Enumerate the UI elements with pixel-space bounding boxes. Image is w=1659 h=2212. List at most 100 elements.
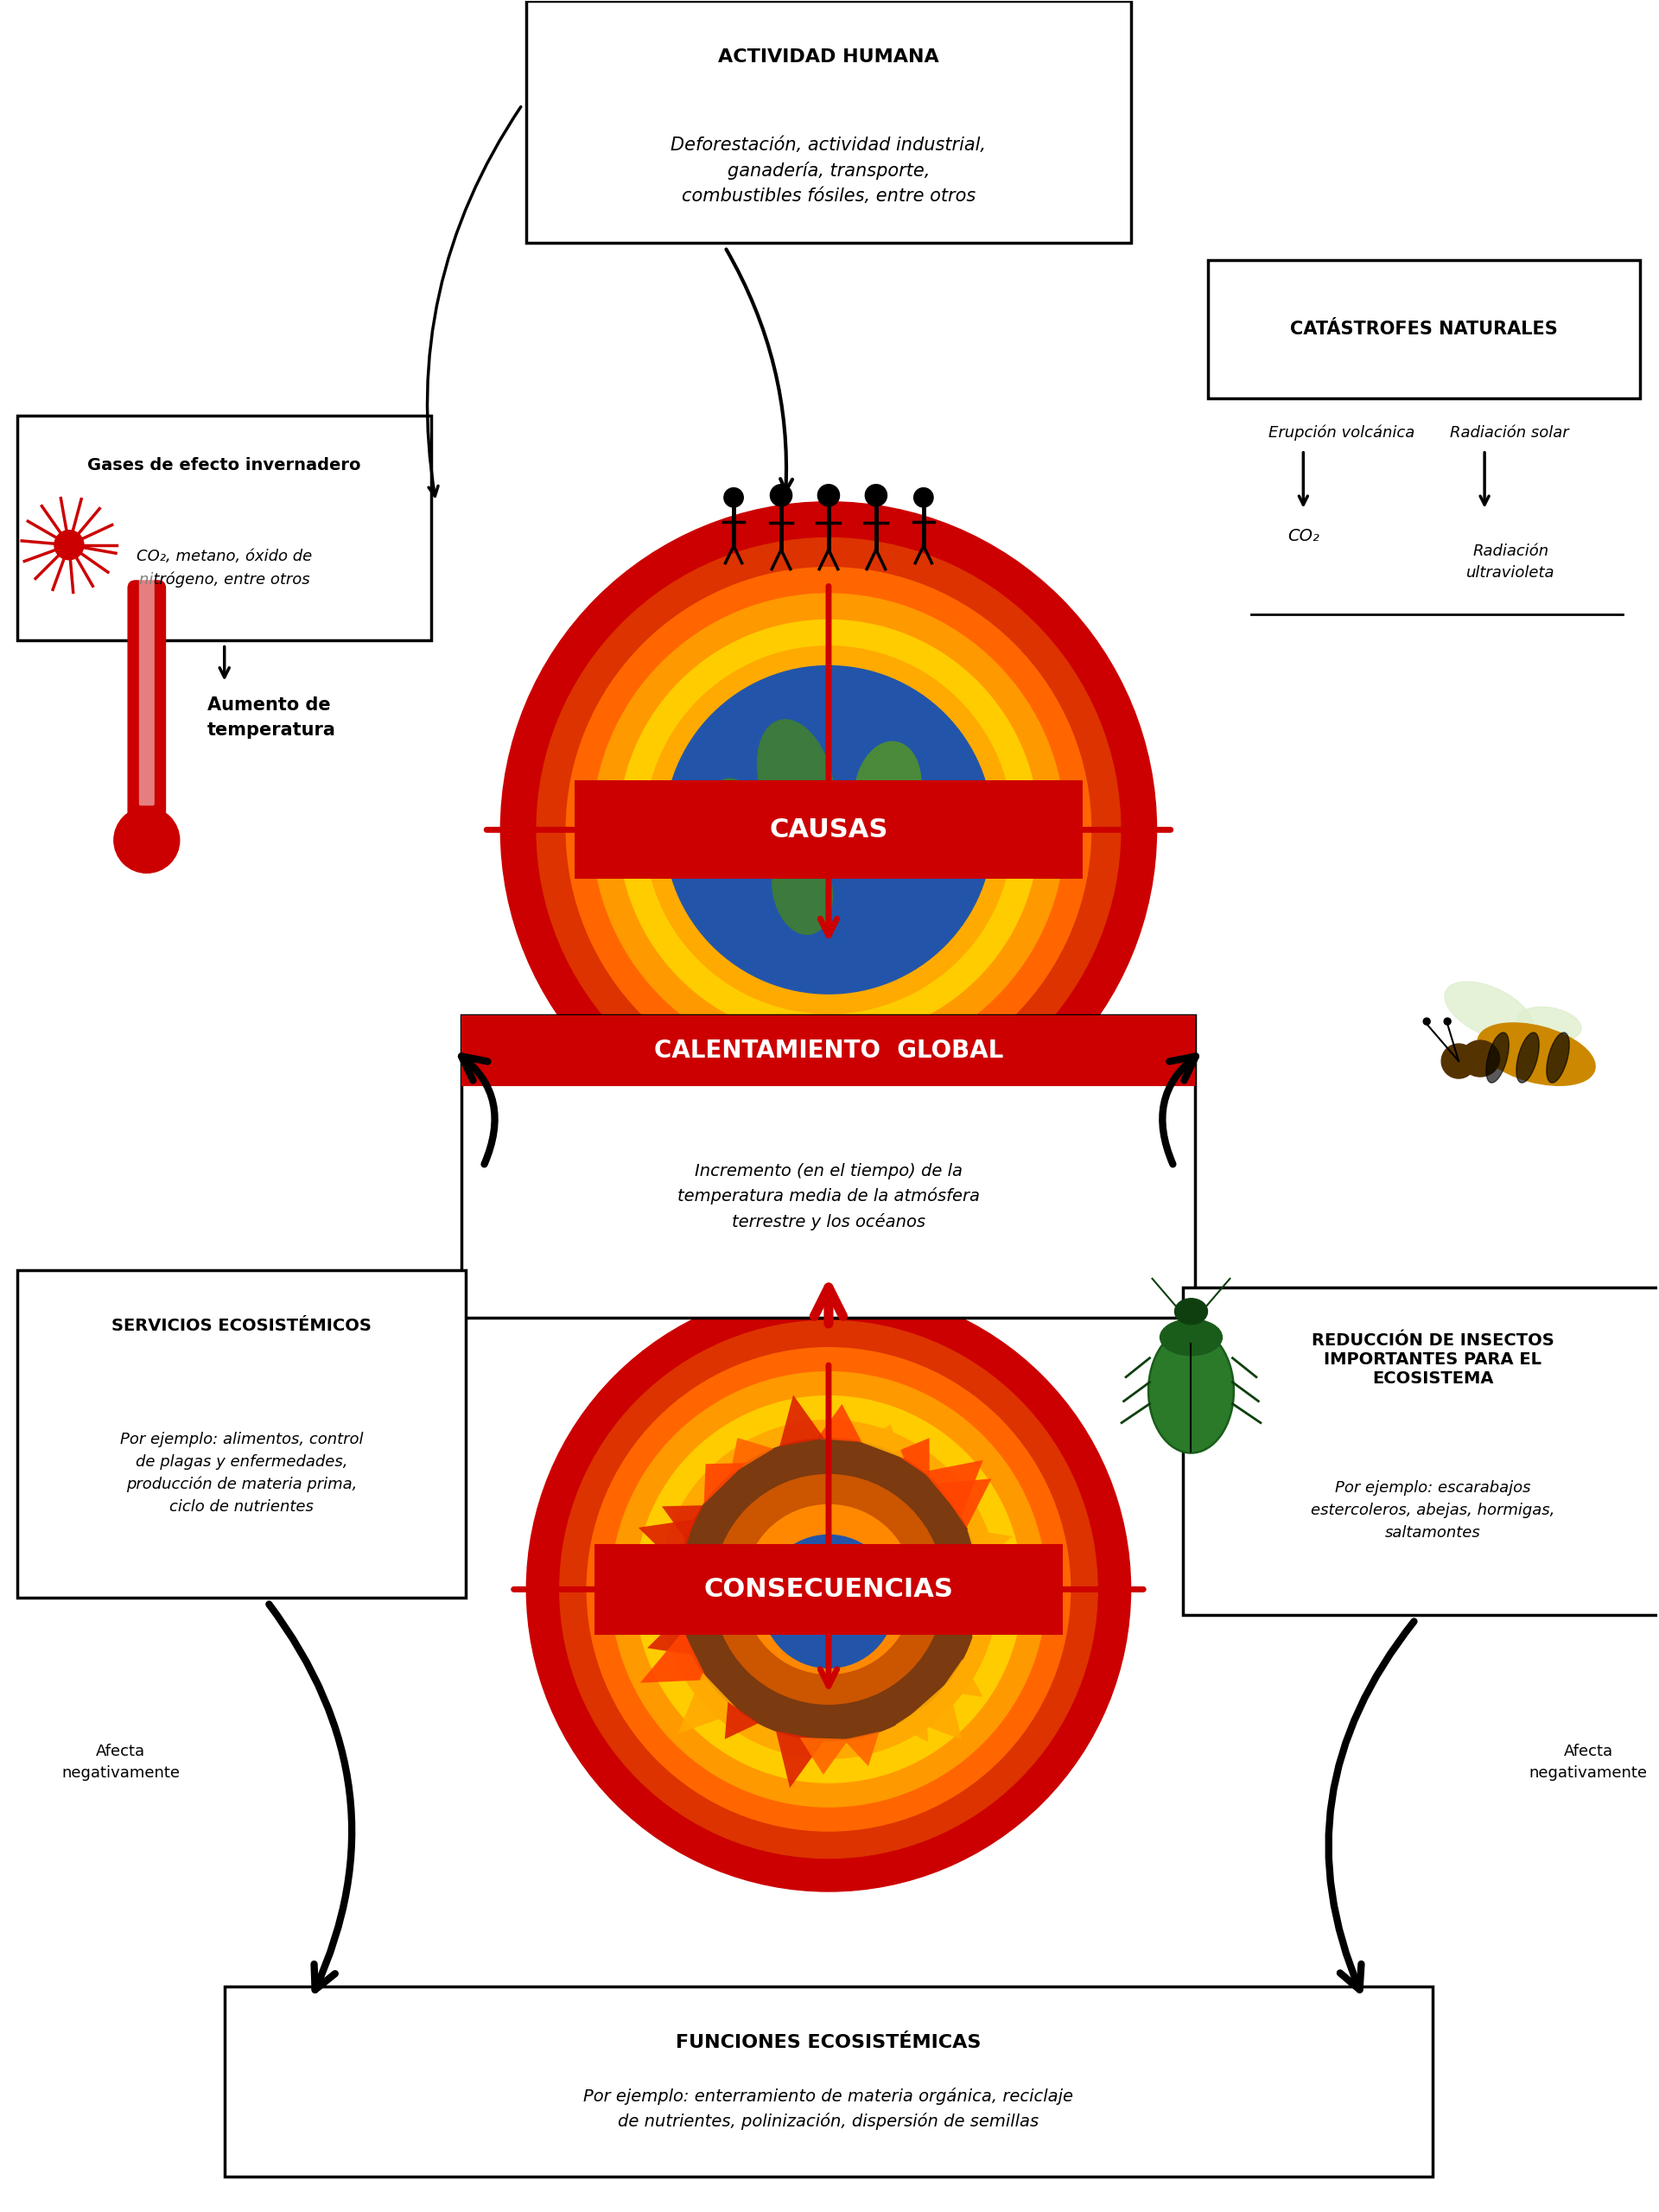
Ellipse shape bbox=[758, 719, 834, 841]
Polygon shape bbox=[622, 1555, 682, 1597]
Polygon shape bbox=[780, 1396, 825, 1447]
Text: CONSECUENCIAS: CONSECUENCIAS bbox=[703, 1577, 954, 1601]
Text: Erupción volcánica: Erupción volcánica bbox=[1269, 425, 1415, 440]
Circle shape bbox=[1442, 1044, 1477, 1079]
Circle shape bbox=[55, 531, 83, 560]
Text: Deforestación, actividad industrial,
ganadería, transporte,
combustibles fósiles: Deforestación, actividad industrial, gan… bbox=[670, 137, 987, 204]
Polygon shape bbox=[647, 1615, 692, 1655]
FancyBboxPatch shape bbox=[224, 1986, 1433, 2177]
Circle shape bbox=[713, 1475, 944, 1703]
Ellipse shape bbox=[1160, 1318, 1223, 1356]
Polygon shape bbox=[639, 1520, 695, 1568]
Ellipse shape bbox=[1175, 1298, 1208, 1325]
Polygon shape bbox=[800, 1739, 849, 1774]
Ellipse shape bbox=[1462, 1040, 1500, 1077]
Text: Gases de efecto invernadero: Gases de efecto invernadero bbox=[88, 456, 362, 473]
Polygon shape bbox=[858, 1425, 904, 1458]
Ellipse shape bbox=[712, 779, 761, 847]
Polygon shape bbox=[906, 1683, 962, 1741]
Text: Afecta
negativamente: Afecta negativamente bbox=[61, 1743, 181, 1781]
Polygon shape bbox=[776, 1732, 825, 1787]
Circle shape bbox=[914, 489, 934, 507]
Ellipse shape bbox=[1150, 1329, 1233, 1451]
Polygon shape bbox=[703, 1462, 747, 1504]
Text: CO₂, metano, óxido de
nitrógeno, entre otros: CO₂, metano, óxido de nitrógeno, entre o… bbox=[136, 549, 312, 588]
FancyBboxPatch shape bbox=[461, 1015, 1196, 1086]
Polygon shape bbox=[977, 1566, 1039, 1619]
Circle shape bbox=[665, 666, 992, 993]
Ellipse shape bbox=[1546, 1033, 1569, 1084]
Polygon shape bbox=[662, 1506, 703, 1540]
Circle shape bbox=[818, 484, 839, 507]
Text: Por ejemplo: alimentos, control
de plagas y enfermedades,
producción de materia : Por ejemplo: alimentos, control de plaga… bbox=[119, 1431, 363, 1515]
Polygon shape bbox=[730, 1438, 773, 1475]
Ellipse shape bbox=[771, 843, 833, 933]
Ellipse shape bbox=[1516, 1033, 1540, 1084]
Ellipse shape bbox=[1148, 1327, 1234, 1453]
Polygon shape bbox=[967, 1528, 1012, 1566]
FancyBboxPatch shape bbox=[526, 2, 1131, 243]
Ellipse shape bbox=[1518, 1006, 1581, 1042]
Ellipse shape bbox=[1445, 982, 1533, 1040]
Ellipse shape bbox=[1478, 1022, 1596, 1086]
Text: Por ejemplo: enterramiento de materia orgánica, reciclaje
de nutrientes, poliniz: Por ejemplo: enterramiento de materia or… bbox=[584, 2088, 1073, 2130]
Circle shape bbox=[645, 646, 1012, 1013]
Text: SERVICIOS ECOSISTÉMICOS: SERVICIOS ECOSISTÉMICOS bbox=[111, 1318, 372, 1334]
Circle shape bbox=[592, 593, 1065, 1066]
FancyBboxPatch shape bbox=[461, 1015, 1196, 1318]
Ellipse shape bbox=[854, 741, 921, 838]
FancyBboxPatch shape bbox=[1208, 261, 1641, 398]
Polygon shape bbox=[844, 1732, 879, 1765]
FancyBboxPatch shape bbox=[129, 582, 164, 836]
Text: Radiación solar: Radiación solar bbox=[1450, 425, 1569, 440]
Circle shape bbox=[635, 1396, 1022, 1783]
Text: CATÁSTROFES NATURALES: CATÁSTROFES NATURALES bbox=[1291, 321, 1558, 338]
Circle shape bbox=[770, 484, 791, 507]
Circle shape bbox=[1443, 1018, 1452, 1024]
Circle shape bbox=[501, 502, 1156, 1157]
Polygon shape bbox=[937, 1478, 992, 1528]
Circle shape bbox=[559, 1321, 1098, 1858]
Polygon shape bbox=[972, 1599, 1017, 1637]
FancyBboxPatch shape bbox=[574, 781, 1083, 878]
Circle shape bbox=[743, 1504, 912, 1674]
FancyBboxPatch shape bbox=[17, 1270, 466, 1597]
Text: Incremento (en el tiempo) de la
temperatura media de la atmósfera
terrestre y lo: Incremento (en el tiempo) de la temperat… bbox=[677, 1164, 980, 1230]
Ellipse shape bbox=[791, 1551, 830, 1604]
Circle shape bbox=[659, 1420, 997, 1759]
Circle shape bbox=[1423, 1018, 1430, 1024]
Ellipse shape bbox=[1486, 1033, 1510, 1084]
FancyBboxPatch shape bbox=[594, 1544, 1063, 1635]
Text: CAUSAS: CAUSAS bbox=[770, 816, 888, 843]
Text: CALENTAMIENTO  GLOBAL: CALENTAMIENTO GLOBAL bbox=[654, 1040, 1004, 1062]
Polygon shape bbox=[896, 1705, 929, 1743]
Text: ACTIVIDAD HUMANA: ACTIVIDAD HUMANA bbox=[718, 49, 939, 66]
FancyBboxPatch shape bbox=[17, 416, 431, 639]
Ellipse shape bbox=[838, 1586, 868, 1628]
FancyBboxPatch shape bbox=[1183, 1287, 1659, 1615]
Polygon shape bbox=[679, 1672, 740, 1734]
Polygon shape bbox=[640, 1630, 708, 1683]
Polygon shape bbox=[725, 1701, 758, 1739]
Circle shape bbox=[761, 1535, 896, 1668]
Circle shape bbox=[587, 1347, 1070, 1832]
Text: Radiación
ultravioleta: Radiación ultravioleta bbox=[1467, 544, 1554, 582]
Text: Afecta
negativamente: Afecta negativamente bbox=[1530, 1743, 1647, 1781]
Text: FUNCIONES ECOSISTÉMICAS: FUNCIONES ECOSISTÉMICAS bbox=[675, 2033, 980, 2051]
Polygon shape bbox=[816, 1405, 861, 1442]
Circle shape bbox=[566, 568, 1092, 1093]
Polygon shape bbox=[924, 1460, 984, 1517]
Polygon shape bbox=[941, 1659, 984, 1697]
Circle shape bbox=[114, 807, 179, 874]
FancyBboxPatch shape bbox=[139, 568, 154, 805]
Text: REDUCCIÓN DE INSECTOS
IMPORTANTES PARA EL
ECOSISTEMA: REDUCCIÓN DE INSECTOS IMPORTANTES PARA E… bbox=[1312, 1332, 1554, 1387]
Circle shape bbox=[611, 1371, 1047, 1807]
Circle shape bbox=[677, 1438, 979, 1741]
Circle shape bbox=[526, 1287, 1131, 1891]
Circle shape bbox=[723, 489, 743, 507]
Circle shape bbox=[619, 619, 1039, 1040]
Circle shape bbox=[866, 484, 888, 507]
Text: Aumento de
temperatura: Aumento de temperatura bbox=[207, 697, 335, 739]
Circle shape bbox=[536, 538, 1120, 1121]
Text: CO₂: CO₂ bbox=[1287, 529, 1319, 544]
